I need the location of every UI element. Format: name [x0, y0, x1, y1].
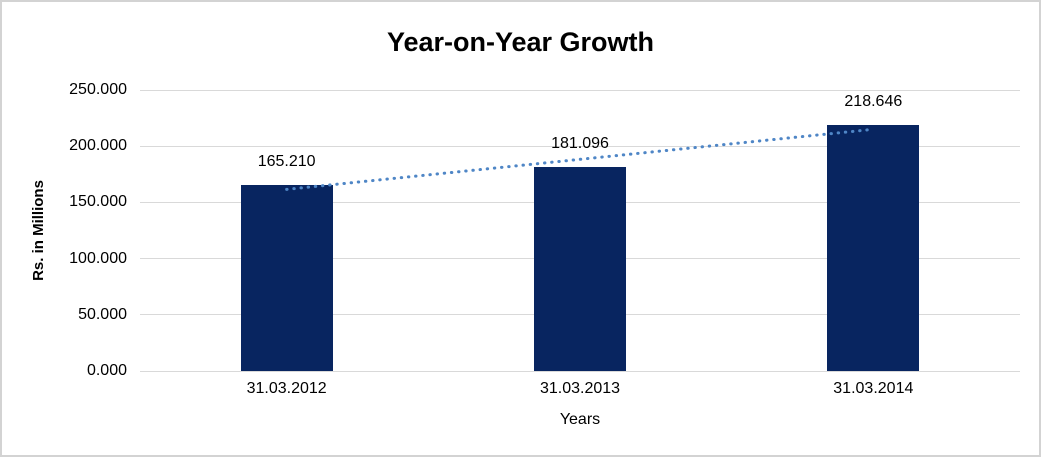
bar-value-label: 165.210	[257, 153, 316, 171]
gridline	[140, 145, 1020, 147]
bar-value-label: 218.646	[844, 93, 903, 111]
gridline	[140, 89, 1020, 91]
x-tick-label: 31.03.2012	[246, 380, 327, 397]
bar	[240, 185, 333, 371]
x-axis-title: Years	[559, 411, 601, 428]
bar	[827, 125, 920, 371]
y-tick-label: 150.000	[69, 193, 127, 211]
x-tick-label: 31.03.2014	[833, 380, 914, 397]
y-tick-label: 50.000	[78, 305, 127, 323]
gridline	[140, 370, 1020, 372]
y-tick-label: 100.000	[69, 249, 127, 267]
y-axis-title-container: Rs. in Millions	[26, 90, 50, 371]
chart-title: Year-on-Year Growth	[386, 27, 655, 57]
y-tick-label: 0.000	[86, 362, 127, 379]
plot-area: 0.000 50.000 100.000 150.000 200.000 250.000 1…	[69, 81, 1020, 428]
bar-value-label: 181.096	[551, 135, 609, 153]
bar	[534, 167, 626, 371]
trendline-layer	[285, 127, 875, 191]
x-tick-label: 31.03.2013	[539, 380, 621, 397]
trendline	[285, 127, 875, 191]
y-tick-label: 200.000	[69, 137, 127, 155]
y-tick-label: 250.000	[69, 81, 127, 98]
